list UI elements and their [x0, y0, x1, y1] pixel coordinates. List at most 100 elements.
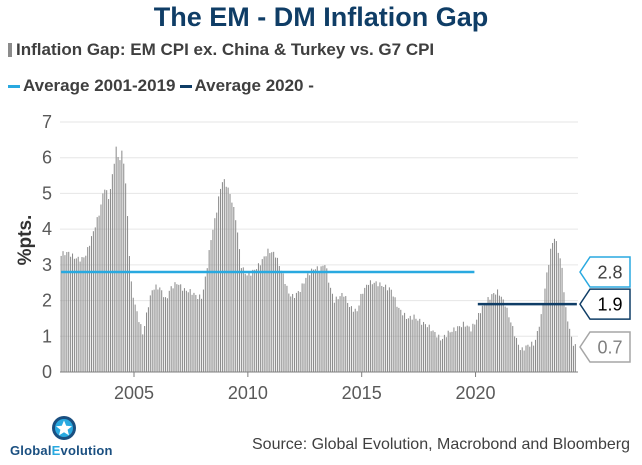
- bar: [396, 306, 398, 372]
- bar: [153, 289, 155, 372]
- bar: [426, 327, 428, 372]
- bar: [136, 311, 138, 372]
- bar: [404, 312, 406, 372]
- bar: [240, 268, 242, 372]
- bar: [305, 277, 307, 372]
- bar: [144, 326, 146, 372]
- bar: [381, 285, 383, 372]
- bar: [402, 315, 404, 372]
- bar: [168, 290, 170, 372]
- bar: [341, 292, 343, 372]
- bar: [189, 289, 191, 372]
- y-tick-label: 1: [42, 326, 52, 346]
- bar: [491, 294, 493, 372]
- bar: [379, 282, 381, 372]
- bar: [183, 288, 185, 372]
- bar: [269, 253, 271, 372]
- bar: [453, 327, 455, 372]
- bar: [225, 186, 227, 372]
- bar: [377, 286, 379, 372]
- bar: [265, 256, 267, 372]
- bar: [62, 251, 64, 372]
- bar: [390, 289, 392, 372]
- bar: [106, 190, 108, 372]
- bar: [345, 296, 347, 372]
- bar: [424, 324, 426, 372]
- bar: [394, 297, 396, 372]
- bar: [79, 261, 81, 372]
- y-tick-label: 0: [42, 362, 52, 382]
- bar: [185, 290, 187, 372]
- bar: [485, 302, 487, 372]
- bar: [517, 344, 519, 372]
- bar: [337, 299, 339, 372]
- value-callouts: 2.8 1.9 0.7: [579, 256, 631, 363]
- bar: [440, 340, 442, 372]
- bar: [90, 236, 93, 372]
- bar: [559, 258, 561, 372]
- bar: [421, 324, 423, 372]
- bar: [455, 331, 457, 372]
- bar: [206, 268, 208, 372]
- bar: [510, 322, 512, 372]
- bar: [352, 311, 354, 372]
- bar: [386, 290, 389, 372]
- bar: [398, 307, 400, 372]
- bar: [87, 247, 89, 372]
- bar: [292, 293, 294, 372]
- bar: [400, 309, 402, 372]
- legend-avg2: Average 2020 -: [179, 76, 314, 96]
- bar: [369, 280, 371, 372]
- bar: [447, 330, 449, 372]
- bar: [476, 319, 478, 372]
- bar: [500, 296, 502, 372]
- legend-avg1-swatch: [8, 84, 20, 88]
- legend-avg2-label: Average 2020 -: [194, 76, 314, 95]
- bar: [318, 270, 320, 372]
- bar: [392, 296, 394, 372]
- bar: [385, 284, 387, 372]
- bar: [371, 284, 373, 372]
- bar: [73, 258, 75, 372]
- bar: [555, 241, 557, 372]
- bar: [66, 252, 68, 372]
- bar: [481, 305, 483, 372]
- bar: [307, 273, 309, 372]
- bar: [546, 272, 548, 372]
- bar: [487, 297, 489, 372]
- bar: [271, 252, 273, 372]
- bar: [248, 272, 250, 372]
- x-tick-label: 2010: [228, 383, 268, 403]
- bar: [358, 305, 360, 372]
- bar: [571, 336, 573, 372]
- bar: [436, 337, 438, 372]
- bar: [388, 287, 390, 372]
- x-tick-label: 2015: [342, 383, 382, 403]
- bar: [428, 324, 430, 372]
- bar: [242, 267, 244, 372]
- bar: [479, 313, 481, 372]
- bar: [527, 344, 529, 372]
- bar: [204, 276, 206, 372]
- bar: [288, 293, 290, 372]
- bar: [347, 302, 349, 372]
- x-tick-label: 2020: [456, 383, 496, 403]
- bar: [102, 193, 104, 372]
- bar: [430, 331, 432, 372]
- bar: [565, 307, 567, 372]
- bar: [64, 255, 66, 372]
- bar: [354, 308, 356, 372]
- bar: [89, 245, 91, 372]
- bar: [442, 338, 444, 372]
- bar: [174, 282, 176, 372]
- bar: [77, 256, 79, 372]
- bar: [244, 273, 246, 372]
- bar: [443, 334, 445, 372]
- bar: [256, 269, 258, 372]
- bar: [172, 288, 174, 372]
- bar: [147, 307, 149, 372]
- bar: [146, 312, 148, 372]
- bar: [142, 334, 144, 372]
- bar: [246, 275, 248, 372]
- bar: [457, 326, 459, 372]
